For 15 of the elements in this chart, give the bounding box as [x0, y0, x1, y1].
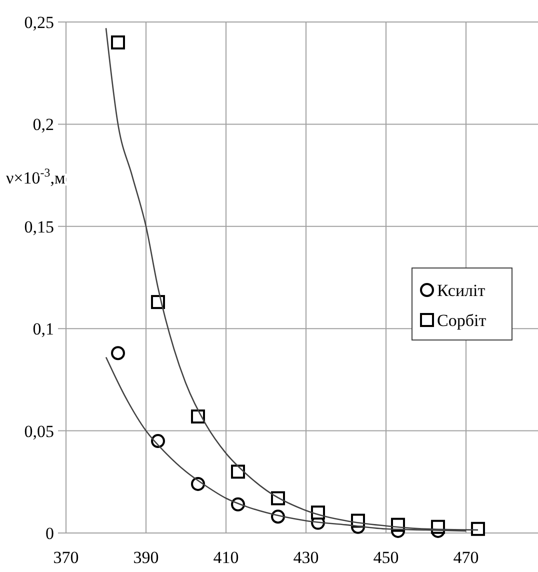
x-tick-label: 370: [53, 548, 79, 567]
x-tick-label: 450: [373, 548, 399, 567]
y-axis-title: ν×10$^{-3}$,м: [6, 165, 66, 188]
x-tick-label: 410: [213, 548, 239, 567]
y-tick-label: 0,2: [32, 115, 54, 134]
y-tick-label: 0,15: [24, 217, 54, 236]
legend-label: Ксиліт: [437, 281, 486, 300]
y-tick-label: 0: [46, 524, 54, 543]
x-tick-label: 430: [293, 548, 319, 567]
y-tick-label: 0,05: [24, 422, 54, 441]
y-tick-label: 0,1: [32, 320, 54, 339]
x-tick-label: 470: [453, 548, 479, 567]
x-tick-label: 390: [133, 548, 159, 567]
y-tick-label: 0,25: [24, 13, 54, 32]
legend-label: Сорбіт: [437, 311, 487, 330]
